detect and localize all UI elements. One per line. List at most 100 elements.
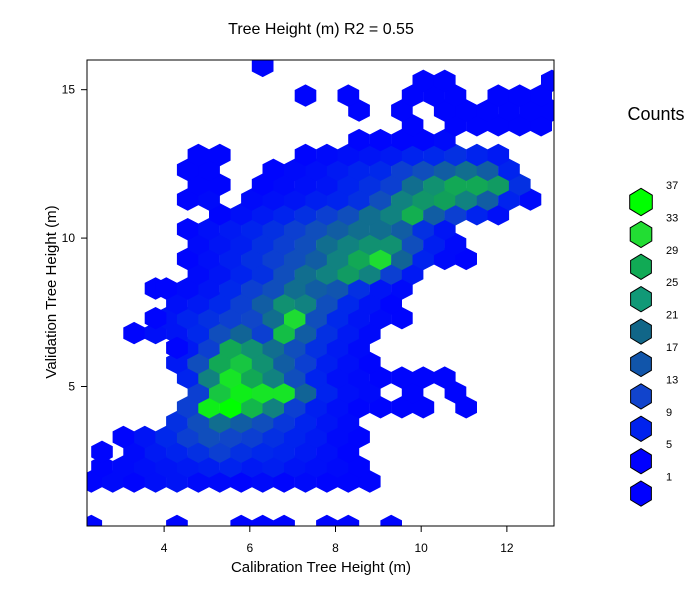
hex-cell xyxy=(466,173,488,196)
hex-cell xyxy=(176,247,199,271)
hex-cell xyxy=(348,425,370,449)
hex-cell xyxy=(219,366,242,389)
hex-cell xyxy=(348,218,370,241)
hex-cell xyxy=(198,396,220,419)
hex-cell xyxy=(284,188,306,211)
hex-cell xyxy=(209,173,231,196)
hex-cell xyxy=(187,143,210,167)
hex-cell xyxy=(198,158,220,181)
hex-cell xyxy=(198,247,220,271)
hex-cell xyxy=(262,455,285,478)
hex-cell xyxy=(337,84,360,107)
hex-cell xyxy=(87,514,103,526)
hex-cell xyxy=(91,455,113,478)
hex-cell xyxy=(187,351,210,374)
hex-cell xyxy=(316,232,338,256)
hex-cell xyxy=(316,351,338,374)
hex-cell xyxy=(487,203,510,226)
hex-cell xyxy=(391,99,413,122)
hex-cell xyxy=(251,381,274,404)
hex-cell xyxy=(498,188,520,211)
hex-cell xyxy=(423,173,445,196)
hex-cell xyxy=(348,455,370,478)
hex-cell xyxy=(444,143,467,167)
hex-cell xyxy=(369,158,392,181)
hex-cell xyxy=(273,440,295,463)
hex-cell xyxy=(241,366,263,389)
hex-cell xyxy=(508,114,531,137)
hex-cell xyxy=(316,262,338,285)
legend-label: 1 xyxy=(666,472,672,484)
hex-cell xyxy=(166,351,188,374)
hex-cell xyxy=(187,262,210,285)
hex-cell xyxy=(262,188,285,211)
hex-cell xyxy=(219,455,242,478)
hex-cell xyxy=(284,336,306,360)
x-tick-label: 4 xyxy=(161,541,168,555)
hex-cell xyxy=(433,247,456,271)
hex-cell xyxy=(209,381,231,404)
hex-cell xyxy=(284,455,306,478)
hex-cell xyxy=(326,366,349,389)
hex-cell xyxy=(358,262,381,285)
hex-cell xyxy=(198,277,220,300)
hex-cell xyxy=(358,351,381,374)
hex-cell xyxy=(91,440,113,463)
hex-cell xyxy=(305,307,327,330)
hex-cell xyxy=(337,351,360,374)
hex-cell xyxy=(433,99,456,122)
hex-cell xyxy=(176,455,199,478)
hex-cell xyxy=(412,158,435,181)
hex-cell xyxy=(241,277,263,300)
hex-cell xyxy=(305,336,327,360)
hex-cell xyxy=(391,247,413,271)
hex-cell xyxy=(251,321,274,345)
hex-cell xyxy=(187,381,210,404)
hex-cell xyxy=(391,158,413,181)
hex-cell xyxy=(305,247,327,271)
hex-cell xyxy=(337,514,360,526)
hex-cell xyxy=(380,203,402,226)
hex-cell xyxy=(358,173,381,196)
hex-cell xyxy=(305,188,327,211)
hex-cell xyxy=(230,381,253,404)
hex-cell xyxy=(187,232,210,256)
hex-cell xyxy=(187,410,210,434)
hex-cell xyxy=(326,218,349,241)
hex-cell xyxy=(176,218,199,241)
hex-cell xyxy=(187,292,210,315)
legend-swatch xyxy=(630,480,652,507)
hex-cell xyxy=(423,143,445,167)
hex-cell xyxy=(541,69,554,92)
hex-cell xyxy=(337,203,360,226)
hex-cell xyxy=(219,277,242,300)
hex-cell xyxy=(380,143,402,167)
hex-cell xyxy=(433,69,456,92)
hex-cell xyxy=(176,277,199,300)
hex-cell xyxy=(423,232,445,256)
hex-cell xyxy=(391,277,413,300)
hex-cell xyxy=(358,292,381,315)
hex-cell xyxy=(294,381,317,404)
hex-cell xyxy=(294,173,317,196)
hex-cell xyxy=(316,321,338,345)
hex-cell xyxy=(251,351,274,374)
hex-cell xyxy=(401,381,424,404)
hex-cell xyxy=(337,321,360,345)
hex-cell xyxy=(326,247,349,271)
legend-swatch xyxy=(629,187,653,217)
legend: 37 33 29 25 21 17 13 9 5 1 xyxy=(629,180,678,507)
hex-cell xyxy=(294,321,317,345)
hex-cell xyxy=(166,410,188,434)
hex-cell xyxy=(294,440,317,463)
hex-cell xyxy=(230,321,253,345)
hex-cell xyxy=(391,128,413,152)
hex-cell xyxy=(369,396,392,419)
hex-cell xyxy=(241,455,263,478)
hex-cell xyxy=(348,396,370,419)
hex-cell xyxy=(101,470,124,493)
hex-cell xyxy=(273,232,295,256)
hex-cell xyxy=(294,351,317,374)
hex-cell xyxy=(166,336,188,360)
